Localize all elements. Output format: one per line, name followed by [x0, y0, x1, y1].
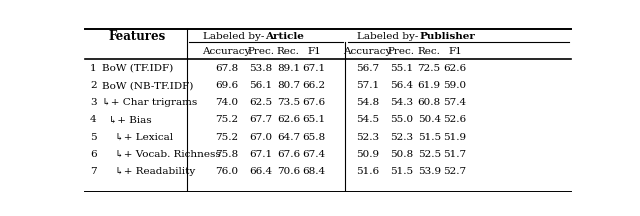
Text: 50.4: 50.4	[418, 115, 441, 124]
Text: Labeled by-: Labeled by-	[203, 32, 264, 41]
Text: 52.3: 52.3	[356, 133, 380, 141]
Text: 66.2: 66.2	[303, 81, 326, 90]
Text: 80.7: 80.7	[276, 81, 300, 90]
Text: 59.0: 59.0	[444, 81, 467, 90]
Text: 67.8: 67.8	[215, 64, 238, 73]
Text: 53.9: 53.9	[418, 167, 441, 176]
Text: 2: 2	[90, 81, 97, 90]
Text: Prec.: Prec.	[248, 47, 275, 56]
Text: 67.4: 67.4	[303, 150, 326, 159]
Text: 55.1: 55.1	[390, 64, 413, 73]
Text: 56.4: 56.4	[390, 81, 413, 90]
Text: Publisher: Publisher	[419, 32, 475, 41]
Text: Rec.: Rec.	[418, 47, 440, 56]
Text: 51.5: 51.5	[418, 133, 441, 141]
Text: 75.2: 75.2	[215, 115, 238, 124]
Text: Labeled by-: Labeled by-	[357, 32, 419, 41]
Text: 75.2: 75.2	[215, 133, 238, 141]
Text: Rec.: Rec.	[277, 47, 300, 56]
Text: ↳+ Char trigrams: ↳+ Char trigrams	[102, 98, 198, 107]
Text: 67.6: 67.6	[276, 150, 300, 159]
Text: 66.4: 66.4	[250, 167, 273, 176]
Text: 69.6: 69.6	[215, 81, 238, 90]
Text: BoW (TF.IDF): BoW (TF.IDF)	[102, 64, 173, 73]
Text: 4: 4	[90, 115, 97, 124]
Text: 3: 3	[90, 98, 97, 107]
Text: 1: 1	[90, 64, 97, 73]
Text: 64.7: 64.7	[276, 133, 300, 141]
Text: 52.6: 52.6	[444, 115, 467, 124]
Text: ↳+ Readability: ↳+ Readability	[102, 167, 196, 176]
Text: 57.4: 57.4	[444, 98, 467, 107]
Text: ↳+ Lexical: ↳+ Lexical	[102, 133, 173, 141]
Text: ↳+ Vocab. Richness: ↳+ Vocab. Richness	[102, 150, 221, 159]
Text: 54.5: 54.5	[356, 115, 380, 124]
Text: 62.6: 62.6	[276, 115, 300, 124]
Text: BoW (NB-TF.IDF): BoW (NB-TF.IDF)	[102, 81, 194, 90]
Text: Accuracy: Accuracy	[202, 47, 250, 56]
Text: 51.6: 51.6	[356, 167, 380, 176]
Text: 65.1: 65.1	[303, 115, 326, 124]
Text: 57.1: 57.1	[356, 81, 380, 90]
Text: 67.7: 67.7	[250, 115, 273, 124]
Text: 56.7: 56.7	[356, 64, 380, 73]
Text: 76.0: 76.0	[215, 167, 238, 176]
Text: 67.1: 67.1	[250, 150, 273, 159]
Text: 6: 6	[90, 150, 97, 159]
Text: 52.5: 52.5	[418, 150, 441, 159]
Text: 61.9: 61.9	[418, 81, 441, 90]
Text: 50.8: 50.8	[390, 150, 413, 159]
Text: 62.5: 62.5	[250, 98, 273, 107]
Text: 72.5: 72.5	[418, 64, 441, 73]
Text: 67.1: 67.1	[303, 64, 326, 73]
Text: F1: F1	[307, 47, 321, 56]
Text: 70.6: 70.6	[276, 167, 300, 176]
Text: 60.8: 60.8	[418, 98, 441, 107]
Text: 55.0: 55.0	[390, 115, 413, 124]
Text: 5: 5	[90, 133, 97, 141]
Text: 7: 7	[90, 167, 97, 176]
Text: 68.4: 68.4	[303, 167, 326, 176]
Text: 65.8: 65.8	[303, 133, 326, 141]
Text: Prec.: Prec.	[388, 47, 415, 56]
Text: 54.3: 54.3	[390, 98, 413, 107]
Text: 53.8: 53.8	[250, 64, 273, 73]
Text: Features: Features	[108, 30, 166, 43]
Text: 67.6: 67.6	[303, 98, 326, 107]
Text: 73.5: 73.5	[276, 98, 300, 107]
Text: 52.3: 52.3	[390, 133, 413, 141]
Text: 89.1: 89.1	[276, 64, 300, 73]
Text: 56.1: 56.1	[250, 81, 273, 90]
Text: 54.8: 54.8	[356, 98, 380, 107]
Text: Accuracy: Accuracy	[344, 47, 392, 56]
Text: 51.9: 51.9	[444, 133, 467, 141]
Text: 67.0: 67.0	[250, 133, 273, 141]
Text: 75.8: 75.8	[215, 150, 238, 159]
Text: 52.7: 52.7	[444, 167, 467, 176]
Text: Article: Article	[266, 32, 305, 41]
Text: ↳+ Bias: ↳+ Bias	[102, 115, 152, 124]
Text: F1: F1	[448, 47, 462, 56]
Text: 51.7: 51.7	[444, 150, 467, 159]
Text: 62.6: 62.6	[444, 64, 467, 73]
Text: 50.9: 50.9	[356, 150, 380, 159]
Text: 74.0: 74.0	[215, 98, 238, 107]
Text: 51.5: 51.5	[390, 167, 413, 176]
